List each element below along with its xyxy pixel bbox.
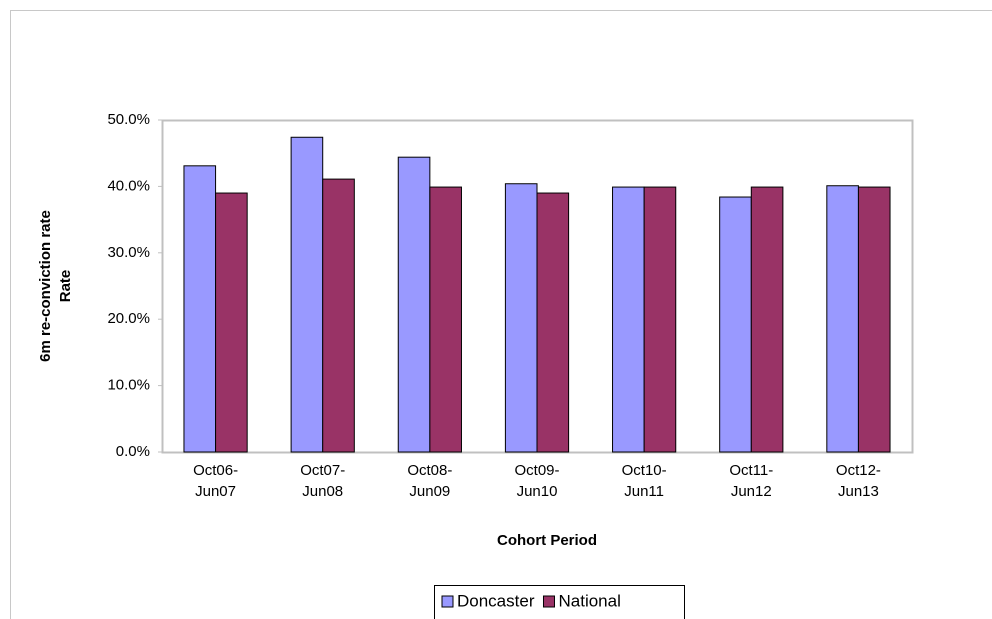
legend-label: National	[558, 591, 620, 610]
bar	[429, 186, 462, 453]
x-tick-label: Jun08	[302, 483, 343, 500]
y-axis-title: 6m re-conviction rate Rate	[37, 210, 74, 362]
y-axis-title-line: Rate	[57, 270, 74, 303]
y-tick-label: 0.0%	[116, 443, 150, 460]
x-tick-label: Oct06-	[193, 462, 238, 479]
x-tick-label: Oct09-	[514, 462, 559, 479]
y-tick-label: 50.0%	[107, 111, 150, 128]
x-tick-label: Oct07-	[300, 462, 345, 479]
x-tick-label: Jun07	[195, 483, 236, 500]
bar	[290, 136, 324, 453]
bar	[504, 183, 538, 453]
bar	[750, 186, 784, 453]
bar	[643, 186, 677, 453]
y-tick-label: 30.0%	[107, 244, 150, 261]
x-tick-label: Jun11	[624, 483, 664, 500]
legend	[434, 585, 685, 619]
y-tick-label: 10.0%	[107, 377, 150, 394]
x-tick-label: Oct08-	[407, 462, 452, 479]
x-tick-label: Oct12-	[836, 462, 881, 479]
y-tick-label: 20.0%	[107, 310, 150, 327]
x-tick-label: Jun10	[517, 483, 558, 500]
bar	[322, 178, 355, 453]
x-tick-label: Jun13	[838, 483, 879, 500]
bar	[719, 196, 752, 453]
bar	[536, 192, 570, 453]
x-tick-label: Jun12	[731, 483, 772, 500]
legend-label: Doncaster	[457, 591, 535, 610]
x-tick-label: Oct11-	[729, 462, 773, 479]
legend-swatch	[542, 595, 555, 608]
bar	[215, 192, 248, 453]
bar	[397, 156, 431, 453]
chart-frame	[10, 10, 992, 619]
bar	[857, 186, 891, 453]
bar	[612, 186, 645, 453]
bar	[183, 165, 217, 453]
x-tick-label: Oct10-	[622, 462, 667, 479]
legend-swatch	[441, 595, 454, 608]
x-axis-title: Cohort Period	[497, 532, 597, 549]
bar	[826, 185, 859, 453]
plot-area	[161, 119, 914, 454]
y-tick-label: 40.0%	[107, 177, 150, 194]
x-tick-label: Jun09	[409, 483, 450, 500]
y-axis-title-line: 6m re-conviction rate	[37, 210, 54, 362]
